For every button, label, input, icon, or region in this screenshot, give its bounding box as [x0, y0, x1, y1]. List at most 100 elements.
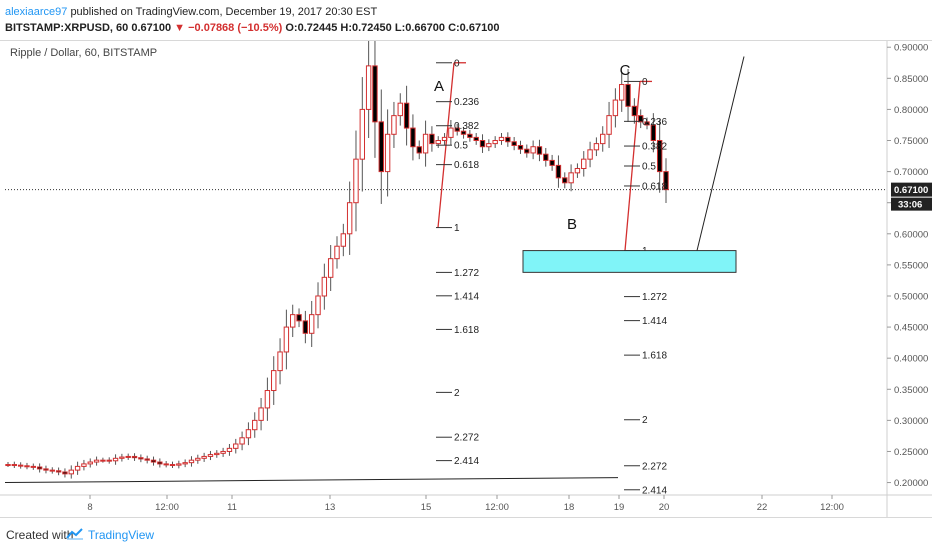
candle-body [201, 455, 207, 459]
candle-body [410, 127, 416, 148]
candle-body [87, 461, 93, 465]
candle-body [144, 458, 150, 461]
candle-body [384, 133, 391, 173]
y-tick-label: 0.60000 [894, 229, 928, 240]
y-tick-label: 0.25000 [894, 447, 928, 458]
candle-body [435, 140, 441, 145]
candle-body [378, 121, 384, 173]
candle-body [49, 469, 55, 472]
fib-left-level-label: 2 [454, 388, 460, 399]
target-zone [522, 250, 737, 273]
candle-body [321, 276, 328, 297]
candle-body [612, 99, 619, 117]
fib-right-level-label: 0.618 [642, 181, 667, 192]
candle-body [271, 370, 277, 392]
candle-body [650, 124, 657, 142]
candle-body [467, 133, 473, 138]
candle-body [644, 121, 650, 126]
publisher-username[interactable]: alexiaarce97 [5, 6, 68, 18]
candle-body [416, 146, 422, 154]
candle-body [403, 102, 410, 129]
symbol-label: BITSTAMP:XRPUSD, 60 [5, 22, 129, 34]
candle-body [252, 419, 258, 431]
fib-left-level-label: 1.272 [454, 268, 479, 279]
x-tick-label: 19 [614, 502, 625, 513]
candle-body [188, 459, 195, 464]
candle-body [555, 164, 562, 179]
candle-body [283, 326, 290, 353]
fib-right-level-label: 0 [642, 77, 648, 88]
candle-body [176, 463, 182, 466]
candle-body [264, 390, 271, 409]
countdown-badge-label: 33:06 [898, 200, 922, 211]
candle-body [606, 115, 612, 135]
candle-body [536, 146, 543, 155]
candle-body [17, 464, 24, 467]
fib-left-level-label: 1 [454, 223, 460, 234]
low-value: L:0.66700 [394, 22, 445, 34]
candle-body [340, 233, 347, 247]
y-tick-label: 0.30000 [894, 416, 928, 427]
fib-right-level-label: 1.272 [642, 292, 667, 303]
fib-left-level-label: 0.382 [454, 121, 479, 132]
candle-body [543, 153, 549, 161]
candle-body [422, 133, 429, 154]
projection-line [696, 56, 745, 251]
x-tick-label: 22 [757, 502, 768, 513]
candle-body [587, 149, 593, 160]
chart-area[interactable]: 0 0.236 0.382 0.5 0.618 1 1.272 1.414 1.618 2 2.27… [0, 40, 932, 518]
tradingview-logo-icon [66, 528, 83, 540]
high-value: H:0.72450 [340, 22, 392, 34]
candle-body [372, 65, 378, 123]
candle-body [473, 136, 479, 142]
candle-body [562, 177, 568, 184]
candle-body [296, 314, 302, 322]
candle-body [55, 470, 62, 473]
footer: Created with TradingView [0, 518, 932, 550]
fib-right-level-label: 2.414 [642, 485, 667, 496]
fib-right-level-label: 0.236 [642, 117, 667, 128]
y-tick-label: 0.70000 [894, 167, 928, 178]
x-tick-label: 20 [659, 502, 670, 513]
candle-body [5, 464, 11, 467]
y-tick-label: 0.35000 [894, 385, 928, 396]
y-tick-label: 0.55000 [894, 260, 928, 271]
candle-body [619, 84, 625, 101]
candle-body [454, 127, 460, 132]
tradingview-brand[interactable]: TradingView [88, 528, 155, 542]
x-tick-label: 18 [564, 502, 575, 513]
y-tick-label: 0.75000 [894, 136, 928, 147]
candle-body [125, 455, 131, 458]
candle-body [119, 456, 125, 459]
wave-label-c: C [620, 62, 631, 79]
last-price: 0.67100 [131, 22, 172, 34]
candle-body [290, 314, 296, 328]
price-change: −0.07868 (−10.5%) [188, 22, 283, 34]
price-chart[interactable]: 0 0.236 0.382 0.5 0.618 1 1.272 1.414 1.618 2 2.27… [0, 41, 932, 517]
fib-left-level-label: 1.414 [454, 291, 479, 302]
candle-body [517, 144, 524, 150]
candle-body [68, 469, 74, 475]
candle-body [315, 295, 321, 316]
axis-layer: 0.20000 0.25000 0.30000 0.35000 0.40000 0.450… [0, 41, 932, 517]
fib-left-level-label: 2.272 [454, 433, 479, 444]
candle-body [100, 459, 106, 462]
y-tick-label: 0.45000 [894, 323, 928, 334]
open-value: O:0.72445 [285, 22, 338, 34]
candle-body [568, 172, 574, 184]
candle-body [233, 443, 239, 449]
candle-body [131, 455, 138, 459]
wave-label-a: A [434, 78, 444, 95]
fib-left-level-label: 0.236 [454, 97, 479, 108]
candle-body [492, 140, 498, 145]
created-with-label: Created with [6, 528, 74, 542]
candle-body [308, 314, 315, 334]
candle-body [157, 461, 163, 465]
fib-left-level-label: 0.618 [454, 160, 479, 171]
candle-body [195, 457, 201, 461]
candle-body [24, 465, 30, 468]
fib-right-level-label: 0.382 [642, 142, 667, 153]
candle-body [327, 258, 334, 278]
candle-body [581, 158, 587, 169]
chart-header: alexiaarce97 published on TradingView.co… [0, 0, 932, 40]
